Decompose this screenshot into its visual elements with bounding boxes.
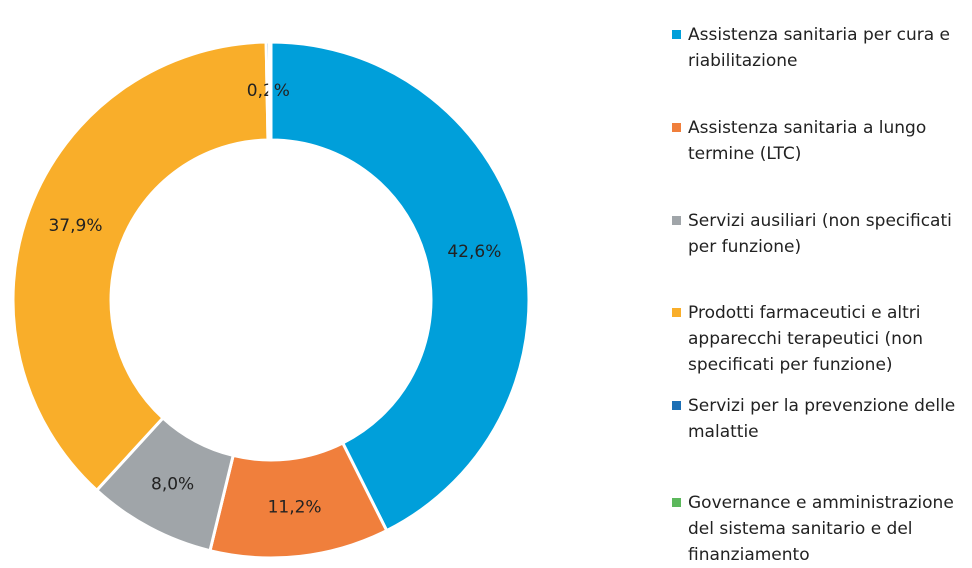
chart: 42,6%11,2%8,0%37,9%0,2% <box>11 40 531 560</box>
legend-item: Assistenza sanitaria a lungo termine (LT… <box>672 115 972 167</box>
legend-label: Assistenza sanitaria per cura e riabilit… <box>688 25 950 71</box>
legend-swatch <box>672 498 681 507</box>
legend-swatch <box>672 401 681 410</box>
legend-label: Servizi per la prevenzione delle malatti… <box>688 396 956 442</box>
legend-item: Servizi ausiliari (non specificati per f… <box>672 208 972 260</box>
legend-item: Governance e amministrazione del sistema… <box>672 490 972 568</box>
legend-item: Assistenza sanitaria per cura e riabilit… <box>672 22 972 74</box>
legend-item: Prodotti farmaceutici e altri apparecchi… <box>672 300 972 378</box>
data-label: 37,9% <box>48 216 102 236</box>
donut-slice <box>11 40 270 493</box>
data-label: 11,2% <box>268 498 322 518</box>
legend-item: Servizi per la prevenzione delle malatti… <box>672 393 972 445</box>
legend-swatch <box>672 123 681 132</box>
legend-label: Governance e amministrazione del sistema… <box>688 493 954 565</box>
data-label: 8,0% <box>151 474 194 494</box>
legend-label: Assistenza sanitaria a lungo termine (LT… <box>688 118 927 164</box>
data-label: 42,6% <box>447 242 501 262</box>
legend-swatch <box>672 308 681 317</box>
donut-slice <box>267 40 273 142</box>
donut-slice <box>269 40 531 533</box>
legend-label: Prodotti farmaceutici e altri apparecchi… <box>688 303 924 375</box>
legend-swatch <box>672 216 681 225</box>
legend-label: Servizi ausiliari (non specificati per f… <box>688 211 952 257</box>
legend-swatch <box>672 30 681 39</box>
